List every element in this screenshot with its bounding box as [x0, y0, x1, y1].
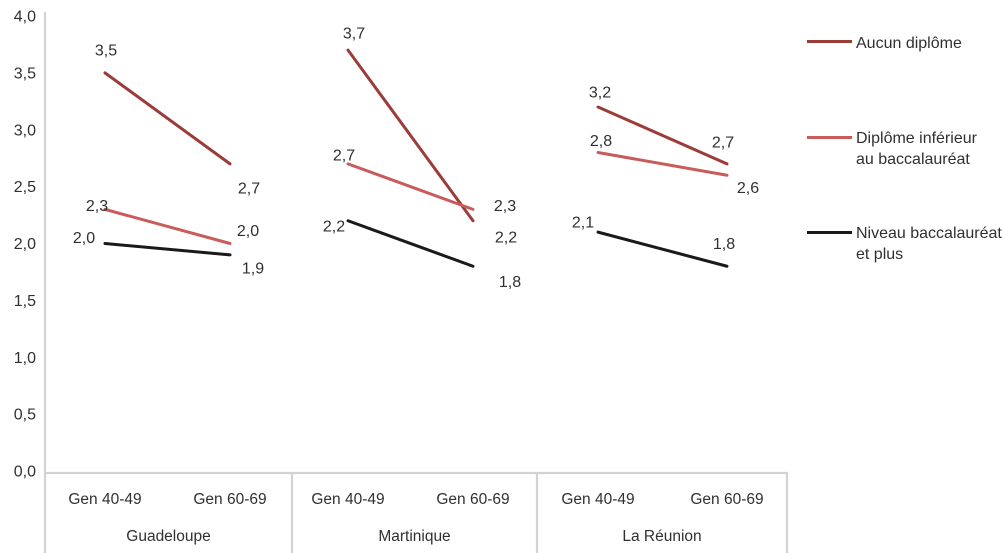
legend-label-line-1: Diplôme inférieur [856, 130, 977, 147]
data-label: 1,8 [499, 274, 521, 291]
series-line-2-panel-3 [596, 151, 729, 177]
data-label: 2,3 [86, 198, 108, 215]
series-line-3-panel-1 [103, 242, 232, 257]
series-lines-group [103, 48, 729, 268]
category-label: Gen 60-69 [193, 491, 266, 508]
series-line-1-panel-3 [596, 105, 729, 166]
region-label: Guadeloupe [126, 528, 210, 545]
region-label: La Réunion [622, 528, 701, 545]
y-tick-label: 1,0 [14, 350, 36, 367]
y-tick-label: 1,5 [14, 293, 36, 310]
data-label: 2,0 [237, 223, 259, 240]
series-line-2-panel-1 [103, 207, 232, 245]
data-label: 2,7 [238, 180, 260, 197]
y-tick-label: 3,0 [14, 122, 36, 139]
series-line-1-panel-2 [346, 48, 475, 223]
legend-item-diplome-inferieur: Diplôme inférieur au baccalauréat [807, 128, 977, 170]
region-label: Martinique [378, 528, 450, 545]
y-tick-label: 0,0 [14, 464, 36, 481]
data-labels-group: 3,5 2,7 3,7 2,2 3,2 2,7 2,3 2,0 2,7 2,3 2,8 2,6 2,0 1… [73, 26, 759, 291]
y-tick-label: 2,0 [14, 236, 36, 253]
legend-line-swatch-aucun-diplome [807, 39, 852, 43]
axes-group: 0,0 0,5 1,0 1,5 2,0 2,5 3,0 3,5 4,0 [14, 9, 789, 553]
legend-label-line-1: Niveau baccalauréat [856, 225, 1002, 242]
series-line-1-panel-1 [103, 71, 232, 166]
data-label: 2,7 [333, 147, 355, 164]
data-label: 3,5 [95, 42, 117, 59]
legend-line-swatch-diplome-inferieur [807, 135, 852, 139]
series-line-3-panel-3 [596, 230, 729, 268]
legend-label: Niveau baccalauréat et plus [856, 223, 1002, 265]
data-label: 2,2 [495, 229, 517, 246]
data-label: 2,8 [590, 133, 612, 150]
data-label: 2,1 [572, 215, 594, 232]
category-label: Gen 60-69 [690, 491, 763, 508]
category-label: Gen 40-49 [68, 491, 141, 508]
data-label: 3,7 [343, 26, 365, 43]
category-label: Gen 60-69 [436, 491, 509, 508]
data-label: 2,2 [323, 218, 345, 235]
data-label: 1,8 [713, 236, 735, 253]
data-label: 2,3 [494, 198, 516, 215]
legend-line-swatch-niveau-bac [807, 230, 852, 234]
legend-item-aucun-diplome: Aucun diplôme [807, 33, 962, 54]
y-tick-label: 0,5 [14, 407, 36, 424]
legend-label-line-2: au baccalauréat [856, 151, 970, 168]
series-line-3-panel-2 [346, 219, 475, 268]
x-axis-labels-group: Gen 40-49 Gen 60-69 Guadeloupe Gen 40-49 Gen… [68, 491, 763, 545]
legend-label: Diplôme inférieur au baccalauréat [856, 128, 977, 170]
chart-legend: Aucun diplôme Diplôme inférieur au bacca… [807, 0, 1004, 300]
series-line-2-panel-2 [346, 162, 475, 211]
legend-label: Aucun diplôme [856, 35, 962, 52]
data-label: 1,9 [242, 260, 264, 277]
data-label: 2,7 [712, 134, 734, 151]
legend-item-niveau-bac: Niveau baccalauréat et plus [807, 223, 1002, 265]
y-tick-label: 2,5 [14, 179, 36, 196]
y-tick-label: 4,0 [14, 9, 36, 26]
legend-label-line-2: et plus [856, 246, 904, 263]
data-label: 3,2 [589, 85, 611, 102]
data-label: 2,0 [73, 230, 95, 247]
category-label: Gen 40-49 [561, 491, 634, 508]
y-tick-label: 3,5 [14, 65, 36, 82]
category-label: Gen 40-49 [311, 491, 384, 508]
data-label: 2,6 [737, 180, 759, 197]
